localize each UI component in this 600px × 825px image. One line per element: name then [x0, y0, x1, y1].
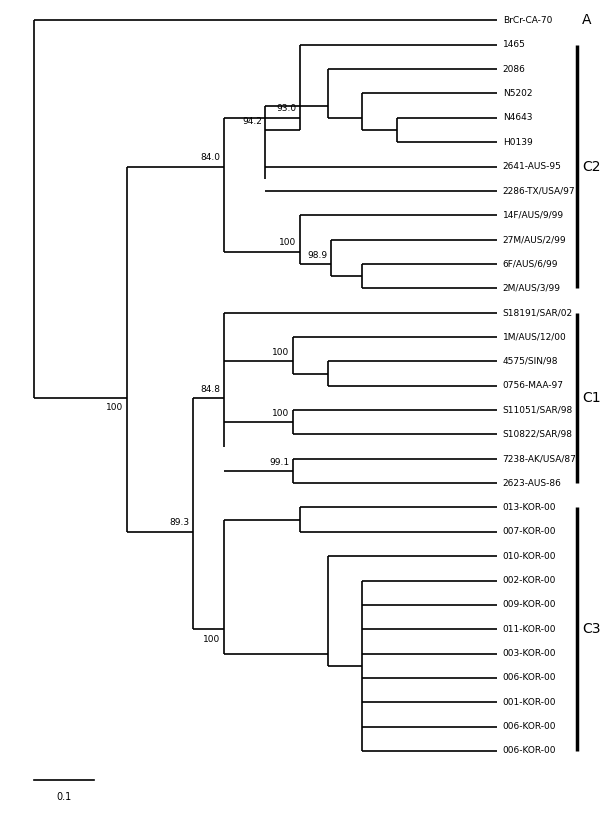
Text: 2623-AUS-86: 2623-AUS-86: [503, 478, 562, 488]
Text: 2M/AUS/3/99: 2M/AUS/3/99: [503, 284, 560, 293]
Text: 006-KOR-00: 006-KOR-00: [503, 673, 556, 682]
Text: 0756-MAA-97: 0756-MAA-97: [503, 381, 563, 390]
Text: S18191/SAR/02: S18191/SAR/02: [503, 309, 573, 317]
Text: 1M/AUS/12/00: 1M/AUS/12/00: [503, 332, 566, 342]
Text: 003-KOR-00: 003-KOR-00: [503, 649, 556, 658]
Text: N5202: N5202: [503, 89, 532, 98]
Text: S11051/SAR/98: S11051/SAR/98: [503, 406, 573, 415]
Text: 27M/AUS/2/99: 27M/AUS/2/99: [503, 235, 566, 244]
Text: 93.0: 93.0: [277, 105, 296, 114]
Text: 011-KOR-00: 011-KOR-00: [503, 625, 556, 634]
Text: C2: C2: [582, 159, 600, 173]
Text: 99.1: 99.1: [269, 458, 290, 467]
Text: N4643: N4643: [503, 113, 532, 122]
Text: 006-KOR-00: 006-KOR-00: [503, 747, 556, 756]
Text: 100: 100: [272, 409, 290, 417]
Text: 14F/AUS/9/99: 14F/AUS/9/99: [503, 210, 564, 219]
Text: A: A: [582, 13, 592, 27]
Text: 2641-AUS-95: 2641-AUS-95: [503, 162, 562, 171]
Text: 007-KOR-00: 007-KOR-00: [503, 527, 556, 536]
Text: 100: 100: [203, 634, 220, 644]
Text: 2086: 2086: [503, 64, 526, 73]
Text: 4575/SIN/98: 4575/SIN/98: [503, 357, 558, 365]
Text: 98.9: 98.9: [308, 251, 328, 260]
Text: C1: C1: [582, 391, 600, 405]
Text: 1465: 1465: [503, 40, 526, 50]
Text: 010-KOR-00: 010-KOR-00: [503, 552, 556, 561]
Text: S10822/SAR/98: S10822/SAR/98: [503, 430, 572, 439]
Text: BrCr-CA-70: BrCr-CA-70: [503, 16, 552, 25]
Text: 013-KOR-00: 013-KOR-00: [503, 503, 556, 512]
Text: 100: 100: [106, 403, 124, 412]
Text: 6F/AUS/6/99: 6F/AUS/6/99: [503, 259, 558, 268]
Text: 009-KOR-00: 009-KOR-00: [503, 601, 556, 610]
Text: C3: C3: [582, 622, 600, 636]
Text: H0139: H0139: [503, 138, 532, 147]
Text: 100: 100: [272, 348, 290, 357]
Text: 0.1: 0.1: [56, 792, 71, 803]
Text: 7238-AK/USA/87: 7238-AK/USA/87: [503, 455, 577, 464]
Text: 84.0: 84.0: [200, 153, 220, 163]
Text: 84.8: 84.8: [200, 384, 220, 394]
Text: 001-KOR-00: 001-KOR-00: [503, 698, 556, 707]
Text: 006-KOR-00: 006-KOR-00: [503, 722, 556, 731]
Text: 94.2: 94.2: [242, 116, 262, 125]
Text: 2286-TX/USA/97: 2286-TX/USA/97: [503, 186, 575, 196]
Text: 89.3: 89.3: [169, 518, 190, 527]
Text: 002-KOR-00: 002-KOR-00: [503, 576, 556, 585]
Text: 100: 100: [279, 238, 296, 248]
